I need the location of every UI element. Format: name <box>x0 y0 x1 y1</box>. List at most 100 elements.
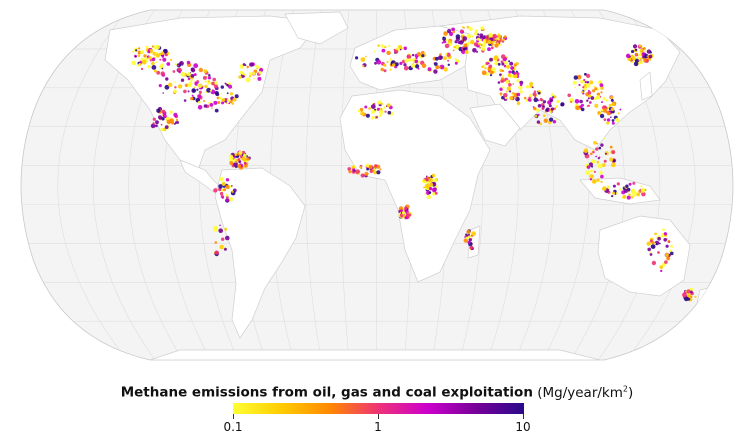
emission-point-398 <box>394 49 399 54</box>
emission-point-1135 <box>633 61 639 67</box>
emission-point-387 <box>401 47 404 50</box>
emission-point-960 <box>609 145 613 149</box>
emission-point-1081 <box>650 244 656 250</box>
emission-point-892 <box>429 187 433 191</box>
antarctica <box>149 349 601 360</box>
emission-point-549 <box>497 62 501 66</box>
emission-point-817 <box>376 116 378 118</box>
emission-point-185 <box>197 94 202 99</box>
emission-point-896 <box>427 176 430 179</box>
tick-mark-low <box>233 414 234 419</box>
emission-point-220 <box>161 114 164 117</box>
emission-point-860 <box>435 185 439 189</box>
legend-title-text: Methane emissions from oil, gas and coal… <box>120 384 533 401</box>
emission-point-1129 <box>648 54 653 59</box>
emission-point-217 <box>242 63 246 66</box>
emission-point-883 <box>424 193 427 195</box>
emission-point-710 <box>580 80 584 84</box>
emission-point-788 <box>359 107 364 112</box>
emission-point-62 <box>138 63 141 65</box>
emission-point-1027 <box>612 191 616 195</box>
emission-point-245 <box>152 122 155 125</box>
emission-point-127 <box>203 104 208 108</box>
emission-point-962 <box>596 142 599 145</box>
emission-point-420 <box>421 54 425 58</box>
emission-point-1069 <box>663 232 668 236</box>
emission-point-760 <box>608 104 612 107</box>
emission-point-1061 <box>670 245 674 248</box>
emission-point-1141 <box>640 57 643 60</box>
emission-point-784 <box>611 102 615 107</box>
emission-point-945 <box>472 242 475 245</box>
emission-point-198 <box>246 65 249 69</box>
emission-point-1004 <box>636 192 641 197</box>
emission-point-22 <box>159 58 162 61</box>
emission-point-617 <box>528 96 532 100</box>
emission-point-858 <box>364 171 369 176</box>
emission-point-116 <box>190 74 195 78</box>
emission-point-776 <box>599 113 605 119</box>
emission-point-991 <box>604 152 607 155</box>
emission-point-323 <box>223 188 227 192</box>
emission-point-429 <box>410 63 416 68</box>
emission-point-487 <box>443 31 448 36</box>
emission-point-922 <box>403 208 407 212</box>
emission-point-383 <box>380 44 385 48</box>
emission-point-425 <box>414 59 419 64</box>
emission-point-1005 <box>628 193 631 196</box>
emission-point-946 <box>463 238 468 243</box>
emission-point-361 <box>388 45 391 48</box>
emission-point-52 <box>145 45 148 48</box>
emission-point-720 <box>587 90 592 95</box>
emission-point-670 <box>556 118 558 121</box>
emission-point-618 <box>505 90 508 93</box>
emission-point-590 <box>493 55 499 61</box>
emission-point-1104 <box>683 296 689 302</box>
emission-point-666 <box>548 104 552 108</box>
tick-mark-mid <box>378 414 379 419</box>
emission-point-1123 <box>649 51 653 54</box>
emission-point-1205 <box>482 40 487 44</box>
emission-point-199 <box>244 73 247 77</box>
emission-point-1149 <box>627 57 632 62</box>
emission-point-529 <box>441 41 444 44</box>
emission-point-686 <box>541 107 545 110</box>
emission-point-562 <box>504 60 508 65</box>
emission-point-677 <box>545 108 549 112</box>
emission-point-40 <box>147 50 151 54</box>
emission-point-211 <box>259 67 264 73</box>
emission-point-299 <box>234 153 238 157</box>
emission-point-1024 <box>619 188 622 191</box>
emission-point-672 <box>542 100 547 104</box>
emission-point-747 <box>589 80 594 85</box>
emission-point-815 <box>370 104 376 109</box>
emission-point-810 <box>374 108 376 111</box>
emission-point-305 <box>231 156 234 159</box>
emission-point-530 <box>480 26 485 30</box>
emission-point-1189 <box>485 35 488 39</box>
emission-point-382 <box>380 67 384 72</box>
emission-point-532 <box>499 73 502 77</box>
emission-point-594 <box>509 61 514 66</box>
emission-point-369 <box>403 46 408 51</box>
emission-point-42 <box>135 49 138 52</box>
emission-point-676 <box>533 97 539 103</box>
emission-point-114 <box>193 63 199 69</box>
emission-point-331 <box>231 185 233 187</box>
emission-point-101 <box>186 60 191 65</box>
emission-point-703 <box>594 103 599 108</box>
emission-point-738 <box>593 85 596 88</box>
emission-point-803 <box>377 100 382 105</box>
emission-point-669 <box>556 100 559 103</box>
emission-point-367 <box>394 62 399 67</box>
emission-point-13 <box>138 47 141 50</box>
emission-point-96 <box>184 83 189 88</box>
emission-point-713 <box>586 105 589 107</box>
emission-point-759 <box>610 95 614 100</box>
emission-point-170 <box>225 102 228 104</box>
emission-point-424 <box>408 58 412 62</box>
emission-point-65 <box>207 76 212 80</box>
emission-point-63 <box>142 59 147 65</box>
emission-point-1080 <box>657 251 660 254</box>
emission-point-967 <box>593 141 597 145</box>
